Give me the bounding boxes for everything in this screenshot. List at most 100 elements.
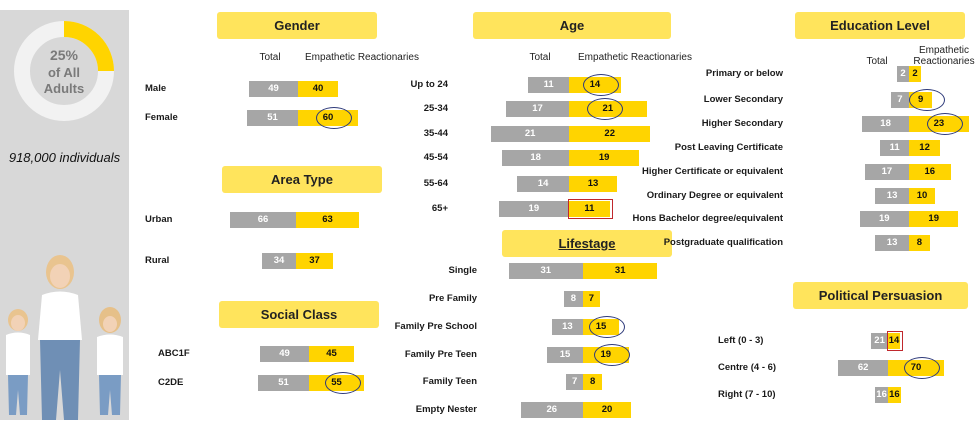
- segment-bar: 13: [569, 176, 618, 192]
- category-label: Postgraduate qualification: [663, 237, 783, 248]
- highlight-circle: [582, 74, 619, 96]
- total-bar: 11: [880, 140, 909, 156]
- total-bar: 13: [875, 235, 909, 251]
- category-label: Right (7 - 10): [718, 389, 776, 400]
- segment-bar: 40: [298, 81, 338, 97]
- highlight-circle: [908, 89, 945, 111]
- total-bar: 19: [859, 211, 909, 227]
- total-bar: 15: [547, 347, 583, 363]
- category-label: Family Pre School: [394, 321, 477, 332]
- segment-bar: 31: [583, 263, 658, 279]
- category-label: Primary or below: [705, 68, 783, 79]
- total-bar: 21: [491, 126, 569, 142]
- highlight-box: [887, 331, 903, 351]
- highlight-circle: [324, 372, 361, 394]
- category-label: Single: [448, 265, 477, 276]
- gender-title: Gender: [217, 12, 377, 39]
- total-bar: 13: [551, 319, 583, 335]
- summary-sidebar: 25% of All Adults 918,000 individuals: [0, 10, 129, 420]
- political-title: Political Persuasion: [793, 282, 968, 309]
- category-label: 45-54: [423, 152, 448, 163]
- category-label: Post Leaving Certificate: [674, 142, 783, 153]
- total-bar: 8: [563, 291, 583, 307]
- total-bar: 49: [260, 346, 309, 362]
- education-col-total: Total: [866, 56, 888, 67]
- highlight-circle: [593, 344, 630, 366]
- category-label: Lower Secondary: [703, 94, 783, 105]
- segment-bar: 20: [583, 402, 631, 418]
- segment-bar: 63: [296, 212, 359, 228]
- category-label: Urban: [145, 214, 173, 225]
- category-label: Male: [145, 83, 167, 94]
- category-label: Female: [145, 112, 178, 123]
- total-bar: 18: [502, 150, 569, 166]
- total-bar: 16: [875, 387, 888, 403]
- area-type-title: Area Type: [222, 166, 382, 193]
- segment-bar: 10: [909, 188, 935, 204]
- category-label: Higher Certificate or equivalent: [642, 166, 783, 177]
- total-bar: 26: [520, 402, 583, 418]
- segment-bar: 22: [569, 126, 651, 142]
- individuals-count: 918,000 individuals: [8, 150, 121, 165]
- education-col-segment: Empathetic Reactionaries: [913, 45, 975, 67]
- segment-bar: 11: [569, 201, 610, 217]
- category-label: 65+: [431, 203, 448, 214]
- total-bar: 2: [897, 66, 909, 82]
- segment-bar: 2: [909, 66, 921, 82]
- highlight-circle: [904, 357, 940, 379]
- category-label: Up to 24: [410, 79, 448, 90]
- category-label: Pre Family: [428, 293, 477, 304]
- category-label: 55-64: [423, 178, 448, 189]
- category-label: Rural: [145, 255, 170, 266]
- category-label: C2DE: [158, 377, 184, 388]
- total-bar: 13: [875, 188, 909, 204]
- segment-bar: 8: [583, 374, 603, 390]
- total-bar: 31: [508, 263, 583, 279]
- category-label: Family Pre Teen: [404, 349, 477, 360]
- total-bar: 17: [506, 101, 569, 117]
- category-label: Empty Nester: [415, 404, 477, 415]
- donut-chart: [14, 21, 114, 121]
- category-label: Ordinary Degree or equivalent: [646, 190, 783, 201]
- highlight-circle: [589, 316, 625, 338]
- total-bar: 51: [247, 110, 298, 126]
- segment-bar: 12: [909, 140, 941, 156]
- category-label: Hons Bachelor degree/equivalent: [632, 213, 783, 224]
- category-label: Family Teen: [422, 376, 477, 387]
- total-bar: 51: [258, 375, 309, 391]
- category-label: Centre (4 - 6): [718, 362, 777, 373]
- highlight-circle: [587, 98, 623, 120]
- segment-bar: 19: [569, 150, 640, 166]
- total-bar: 62: [838, 360, 888, 376]
- category-label: Higher Secondary: [701, 118, 783, 129]
- total-bar: 66: [230, 212, 296, 228]
- lifestage-title: Lifestage: [502, 230, 672, 257]
- total-bar: 11: [528, 77, 569, 93]
- category-label: 25-34: [423, 103, 448, 114]
- segment-bar: 45: [309, 346, 354, 362]
- age-title: Age: [473, 12, 671, 39]
- total-bar: 34: [262, 253, 296, 269]
- segment-bar: 19: [909, 211, 959, 227]
- total-bar: 49: [249, 81, 298, 97]
- donut-line-3: Adults: [43, 81, 85, 96]
- highlight-box: [568, 199, 613, 219]
- gender-col-segment: Empathetic Reactionaries: [305, 52, 419, 63]
- segment-bar: 7: [583, 291, 600, 307]
- donut-segment: [63, 21, 114, 72]
- total-bar: 14: [517, 176, 569, 192]
- highlight-circle: [316, 107, 352, 129]
- segment-bar: 16: [888, 387, 901, 403]
- category-label: ABC1F: [158, 348, 190, 359]
- donut-percent: 25%: [49, 47, 79, 63]
- total-bar: 19: [498, 201, 569, 217]
- segment-bar: 37: [296, 253, 333, 269]
- total-bar: 7: [890, 92, 909, 108]
- age-col-total: Total: [529, 52, 551, 63]
- total-bar: 21: [871, 333, 888, 349]
- total-bar: 17: [864, 164, 909, 180]
- donut-line-2: of All: [47, 65, 80, 80]
- age-col-segment: Empathetic Reactionaries: [578, 52, 692, 63]
- segment-bar: 14: [888, 333, 900, 349]
- total-bar: 18: [862, 116, 909, 132]
